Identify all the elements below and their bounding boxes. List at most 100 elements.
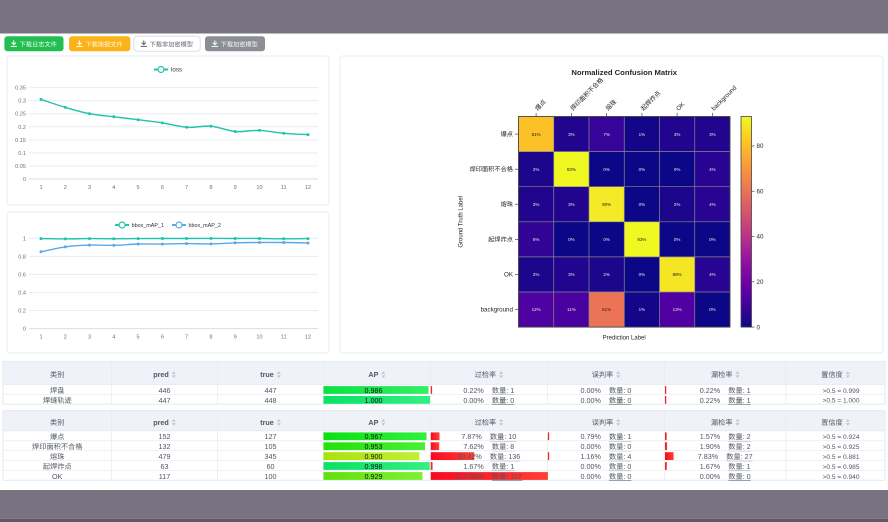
svg-text:40: 40: [757, 234, 764, 241]
svg-text:Normalized Confusion Matrix: Normalized Confusion Matrix: [571, 68, 677, 77]
svg-text:0%: 0%: [639, 167, 646, 172]
svg-text:100: 100: [265, 472, 277, 481]
svg-text:6: 6: [161, 185, 164, 191]
svg-text:3%: 3%: [674, 132, 681, 137]
svg-text:>0.5 = 0.985: >0.5 = 0.985: [822, 464, 859, 471]
svg-text:7.83%: 7.83%: [698, 452, 719, 461]
svg-text:0.00%: 0.00%: [581, 442, 602, 451]
svg-text:0%: 0%: [603, 237, 610, 242]
svg-text:loss: loss: [171, 67, 182, 74]
svg-text:2: 2: [64, 185, 67, 191]
svg-text:0.35: 0.35: [15, 86, 26, 92]
svg-text:0%: 0%: [603, 167, 610, 172]
svg-text:: 8: : 8: [506, 442, 514, 451]
svg-text:0.2: 0.2: [18, 125, 26, 131]
svg-text:93%: 93%: [567, 167, 576, 172]
svg-text:63: 63: [161, 462, 169, 471]
svg-text:0.22%: 0.22%: [463, 386, 484, 395]
svg-text:7.87%: 7.87%: [461, 432, 482, 441]
svg-text:: 1: : 1: [743, 462, 751, 471]
svg-text:0%: 0%: [639, 202, 646, 207]
svg-text:>0.5 = 0.925: >0.5 = 0.925: [822, 444, 859, 451]
svg-text:4%: 4%: [709, 202, 716, 207]
svg-text:39.42%: 39.42%: [457, 452, 482, 461]
svg-text:6%: 6%: [533, 237, 540, 242]
svg-text:447: 447: [265, 386, 277, 395]
svg-text:117.00%: 117.00%: [455, 472, 483, 481]
svg-text:0.00%: 0.00%: [581, 462, 602, 471]
svg-text:0.2: 0.2: [18, 309, 26, 315]
svg-text:0%: 0%: [674, 237, 681, 242]
svg-text:90%: 90%: [602, 202, 611, 207]
svg-text:: 0: : 0: [506, 396, 514, 405]
svg-text:: 0: : 0: [623, 472, 631, 481]
svg-text:>0.5 = 0.940: >0.5 = 0.940: [822, 474, 859, 481]
svg-text:7: 7: [185, 185, 188, 191]
svg-text:446: 446: [159, 386, 171, 395]
svg-text:0.6: 0.6: [18, 272, 26, 278]
svg-text:11: 11: [281, 334, 287, 340]
svg-text:background: background: [481, 307, 514, 314]
svg-text:0%: 0%: [709, 237, 716, 242]
svg-text:0%: 0%: [639, 272, 646, 277]
svg-text:80: 80: [757, 143, 764, 150]
svg-text:0.15: 0.15: [15, 138, 26, 144]
svg-text:0.22%: 0.22%: [700, 386, 721, 395]
svg-text:8: 8: [209, 185, 212, 191]
svg-text:0.998: 0.998: [365, 462, 383, 471]
svg-text:1.000: 1.000: [365, 396, 383, 405]
svg-text:9: 9: [234, 185, 237, 191]
svg-text:132: 132: [159, 442, 171, 451]
svg-text:>0.5 = 0.924: >0.5 = 0.924: [822, 434, 859, 441]
svg-text:93%: 93%: [637, 237, 646, 242]
svg-text:448: 448: [265, 396, 277, 405]
svg-text:bbox_mAP_1: bbox_mAP_1: [132, 223, 164, 229]
svg-text:0.00%: 0.00%: [581, 472, 602, 481]
svg-text:1%: 1%: [639, 132, 646, 137]
svg-text:: 27: : 27: [741, 452, 753, 461]
svg-text:447: 447: [159, 396, 171, 405]
svg-text:1.67%: 1.67%: [700, 462, 721, 471]
svg-text:10: 10: [256, 185, 262, 191]
svg-text:127: 127: [265, 432, 277, 441]
svg-text:0.900: 0.900: [365, 452, 383, 461]
svg-text:11: 11: [281, 185, 287, 191]
svg-text:: 0: : 0: [743, 472, 751, 481]
svg-text:: 1: : 1: [743, 396, 751, 405]
svg-text:pred: pred: [153, 370, 169, 379]
svg-text:5: 5: [137, 185, 140, 191]
svg-text:0.00%: 0.00%: [463, 396, 484, 405]
svg-text:: 1: : 1: [743, 386, 751, 395]
svg-text:105: 105: [265, 442, 277, 451]
svg-text:2%: 2%: [533, 272, 540, 277]
svg-text:7%: 7%: [603, 132, 610, 137]
svg-text:0.00%: 0.00%: [700, 472, 721, 481]
svg-text:0.986: 0.986: [365, 386, 383, 395]
svg-text:2: 2: [64, 334, 67, 340]
svg-text:1: 1: [39, 334, 42, 340]
svg-text:AP: AP: [368, 370, 378, 379]
svg-text:479: 479: [159, 452, 171, 461]
svg-text:>0.5 = 0.999: >0.5 = 0.999: [822, 388, 859, 395]
svg-text:OK: OK: [504, 272, 514, 279]
svg-text:pred: pred: [153, 418, 169, 427]
svg-text:0.4: 0.4: [18, 291, 26, 297]
svg-text:9: 9: [234, 334, 237, 340]
svg-text:1: 1: [39, 185, 42, 191]
svg-text:true: true: [260, 418, 274, 427]
svg-text:: 117: : 117: [506, 472, 521, 481]
svg-text:12: 12: [305, 185, 311, 191]
svg-text:2%: 2%: [533, 167, 540, 172]
svg-text:AP: AP: [368, 418, 378, 427]
svg-text:4: 4: [112, 185, 115, 191]
svg-text:0.967: 0.967: [365, 432, 383, 441]
svg-text:5: 5: [137, 334, 140, 340]
svg-text:4%: 4%: [709, 167, 716, 172]
svg-text:4%: 4%: [709, 272, 716, 277]
svg-text:: 136: : 136: [504, 452, 520, 461]
svg-text:: 1: : 1: [506, 462, 514, 471]
svg-text:1: 1: [23, 236, 26, 242]
svg-text:2%: 2%: [674, 202, 681, 207]
svg-text:true: true: [260, 370, 274, 379]
svg-text:1.90%: 1.90%: [700, 442, 721, 451]
